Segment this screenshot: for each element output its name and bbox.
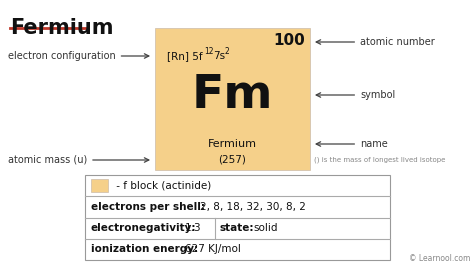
Text: 627 KJ/mol: 627 KJ/mol (185, 244, 241, 254)
Bar (155, 28, 310, 170)
Text: 12: 12 (204, 47, 213, 56)
Text: atomic number: atomic number (316, 37, 435, 47)
Text: () is the mass of longest lived isotope: () is the mass of longest lived isotope (314, 157, 446, 163)
Text: electron configuration: electron configuration (8, 51, 149, 61)
Text: 2: 2 (225, 47, 230, 56)
Text: ionization energy:: ionization energy: (91, 244, 198, 254)
Text: 2, 8, 18, 32, 30, 8, 2: 2, 8, 18, 32, 30, 8, 2 (200, 202, 306, 212)
Text: electrons per shell:: electrons per shell: (91, 202, 205, 212)
Text: [Rn] 5f: [Rn] 5f (167, 51, 202, 61)
Text: atomic mass (u): atomic mass (u) (8, 155, 149, 165)
Text: solid: solid (253, 223, 277, 233)
Bar (91, 179, 108, 192)
Text: 7s: 7s (213, 51, 225, 61)
Text: name: name (316, 139, 388, 149)
Text: - f block (actinide): - f block (actinide) (112, 181, 211, 191)
Text: Fermium: Fermium (208, 139, 257, 149)
Text: © Learnool.com: © Learnool.com (409, 254, 470, 263)
Text: electronegativity:: electronegativity: (91, 223, 197, 233)
Text: symbol: symbol (316, 90, 395, 100)
Text: state:: state: (220, 223, 255, 233)
Text: (257): (257) (219, 155, 246, 165)
Text: Fm: Fm (192, 73, 273, 118)
Text: 1.3: 1.3 (185, 223, 201, 233)
Text: Fermium: Fermium (10, 18, 113, 38)
Text: 100: 100 (273, 33, 305, 48)
Bar (85, 175, 390, 260)
